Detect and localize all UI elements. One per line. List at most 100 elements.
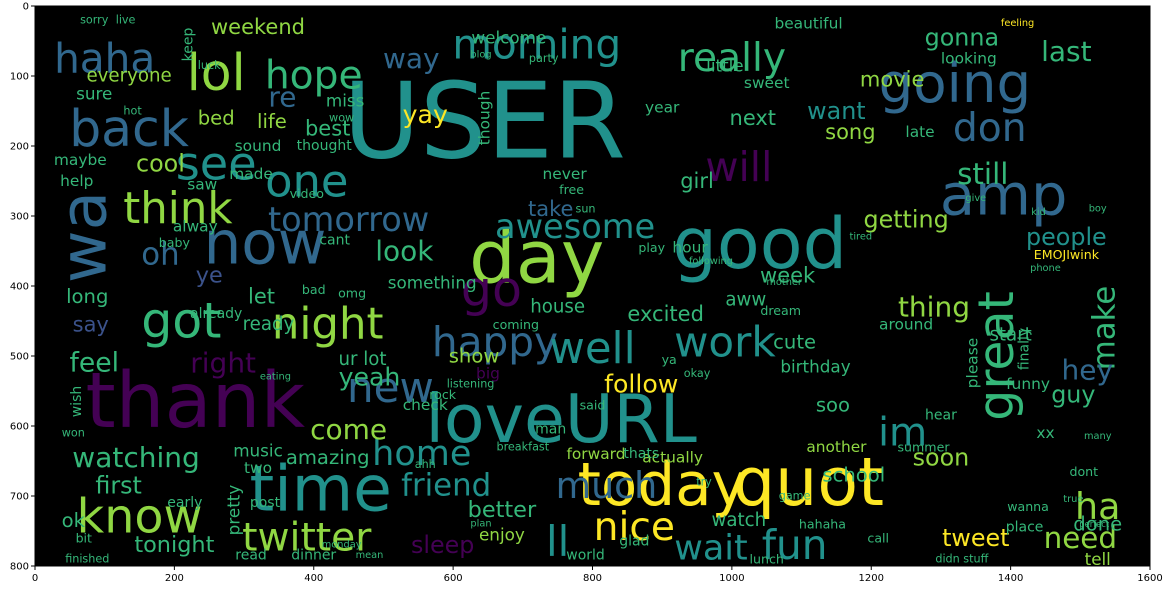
word-sound: sound xyxy=(235,137,282,155)
word-home: home xyxy=(372,434,471,474)
word-perfect: perfect xyxy=(1079,519,1110,529)
word-wow: wow xyxy=(329,112,354,125)
y-tick-label: 700 xyxy=(10,492,29,503)
word-mother: mother xyxy=(766,277,803,288)
word-wait: wait xyxy=(674,529,748,569)
word-best: best xyxy=(305,117,350,141)
word-wanna: wanna xyxy=(1007,499,1049,514)
word-thank: thank xyxy=(85,357,305,446)
word-check: check xyxy=(403,396,448,414)
y-axis: 0 100 200 300 400 500 600 700 800 xyxy=(10,2,35,573)
word-bed: bed xyxy=(198,107,235,130)
word-welcome: welcome xyxy=(471,28,546,48)
word-don: don xyxy=(953,106,1027,151)
word-kid: kid xyxy=(1031,207,1046,218)
y-tick-label: 500 xyxy=(10,352,29,363)
word-ok: ok xyxy=(62,509,86,532)
y-tick-label: 300 xyxy=(10,212,29,223)
word-say: say xyxy=(73,313,109,337)
word-bit: bit xyxy=(76,531,92,546)
word-life: life xyxy=(257,110,287,133)
word-wish: wish xyxy=(69,386,85,418)
word-dream: dream xyxy=(760,303,801,318)
word-much: much xyxy=(556,464,658,507)
word-user: USER xyxy=(343,61,626,183)
word-keep: keep xyxy=(180,28,196,62)
word-breakfast: breakfast xyxy=(496,441,549,454)
word-hahaha: hahaha xyxy=(799,517,846,532)
word-twitter: twitter xyxy=(242,516,372,561)
word-ha: ha xyxy=(1075,485,1120,528)
word-ur-lot: ur lot xyxy=(338,349,386,370)
word-getting: getting xyxy=(863,206,948,234)
word-back: back xyxy=(69,99,190,158)
word-give: give xyxy=(965,193,986,204)
x-tick-label: 200 xyxy=(165,573,184,584)
word-place: place xyxy=(1006,520,1044,536)
word-make: make xyxy=(1087,286,1123,371)
word-night: night xyxy=(272,300,384,350)
word-wa: wa xyxy=(46,191,121,283)
word-free: free xyxy=(559,182,584,197)
word-miss: miss xyxy=(326,91,365,111)
word-around: around xyxy=(879,316,933,334)
word-alway: alway xyxy=(173,218,218,236)
word-everyone: everyone xyxy=(86,66,171,87)
word-game: game xyxy=(779,490,811,503)
word-live: live xyxy=(116,14,136,27)
x-tick-label: 400 xyxy=(304,573,323,584)
x-tick-label: 1000 xyxy=(719,573,744,584)
word-tomorrow: tomorrow xyxy=(268,200,429,239)
y-tick-label: 600 xyxy=(10,422,29,433)
word-know: know xyxy=(77,490,203,545)
word-monday: monday xyxy=(322,540,362,551)
word-need: need xyxy=(1044,521,1117,555)
word-yeah: yeah xyxy=(339,363,401,392)
word-coming: coming xyxy=(493,317,539,332)
word-boy: boy xyxy=(1089,204,1107,215)
word-sure: sure xyxy=(76,84,112,104)
word-actually: actually xyxy=(642,449,703,467)
word-something: something xyxy=(388,273,477,293)
x-axis: 0 200 400 600 800 1000 1200 1400 1600 xyxy=(32,566,1163,584)
word-now: now xyxy=(204,210,327,279)
word-re: re xyxy=(268,81,296,114)
word-late: late xyxy=(905,123,934,141)
word-take: take xyxy=(528,197,573,221)
x-tick-label: 1600 xyxy=(1137,573,1162,584)
word-sorry: sorry xyxy=(80,14,109,27)
word-funny: funny xyxy=(1006,375,1050,393)
word-new: new xyxy=(347,363,434,412)
word-look: look xyxy=(375,235,434,268)
word-fun: fun xyxy=(762,521,828,569)
word-never: never xyxy=(543,165,588,183)
word-glad: glad xyxy=(619,534,649,550)
word-ready: ready xyxy=(243,314,295,335)
word-didn-stuff: didn stuff xyxy=(935,553,988,566)
word-friend: friend xyxy=(401,468,491,504)
word-better: better xyxy=(468,497,537,523)
word-girl: girl xyxy=(680,169,714,193)
word-blog: blog xyxy=(470,50,491,61)
word-dinner: dinner xyxy=(291,548,336,564)
word-cool: cool xyxy=(136,150,185,178)
word-awesome: awesome xyxy=(495,207,655,246)
word-next: next xyxy=(730,106,777,130)
word-bad: bad xyxy=(302,282,326,297)
word-long: long xyxy=(66,285,108,308)
word-follow: follow xyxy=(604,370,678,399)
word-amazing: amazing xyxy=(286,446,370,469)
word-go: go xyxy=(461,261,522,318)
word-yay: yay xyxy=(403,100,448,129)
word-rock: rock xyxy=(429,387,457,402)
word-summer: summer xyxy=(898,440,951,455)
word-thought: thought xyxy=(297,138,353,154)
word-cute: cute xyxy=(773,331,816,354)
word-come: come xyxy=(310,413,387,446)
word-tell: tell xyxy=(1085,549,1111,569)
word-right: right xyxy=(190,347,256,380)
word-watching: watching xyxy=(72,441,199,474)
x-tick-label: 1400 xyxy=(998,573,1023,584)
word-thing: thing xyxy=(898,291,970,324)
